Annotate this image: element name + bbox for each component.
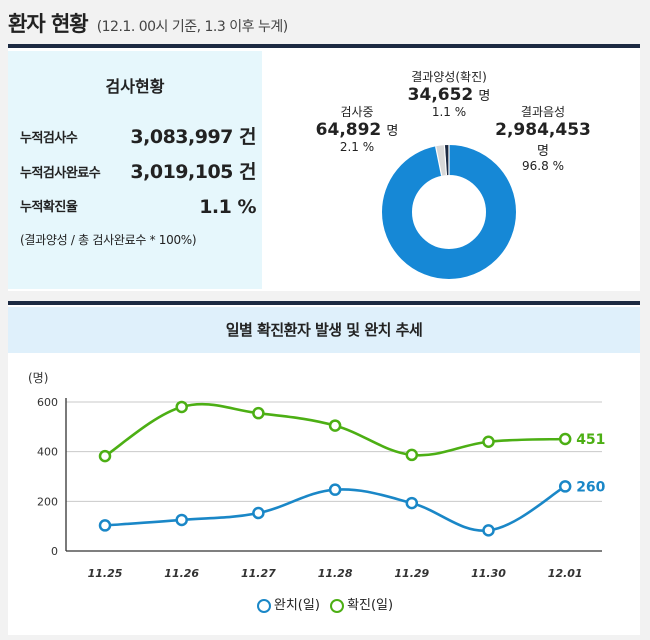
donut-segment-0 — [382, 145, 516, 279]
data-point — [252, 506, 265, 520]
legend-item-recovered: 완치(일) — [256, 594, 320, 613]
trend-card — [8, 305, 640, 635]
segment-unit: 명 — [386, 124, 399, 139]
data-point — [98, 519, 112, 532]
data-point — [558, 432, 572, 446]
trend-chart-title: 일별 확진환자 발생 및 완치 추세 — [8, 307, 640, 353]
data-point — [175, 400, 188, 414]
data-point — [98, 449, 112, 463]
segment-percent: 96.8 % — [522, 159, 564, 173]
stat-value: 3,019,105 건 — [130, 161, 256, 183]
stat-label: 누적확진율 — [20, 200, 78, 215]
data-point — [558, 480, 572, 493]
segment-name: 결과양성(확진) — [411, 70, 487, 84]
data-point — [405, 496, 419, 510]
test-status-title: 검사현황 — [105, 77, 165, 96]
stat-value: 1.1 % — [199, 196, 256, 218]
legend-item-confirmed: 확진(일) — [330, 594, 393, 613]
data-point — [252, 406, 265, 420]
segment-name: 검사중 — [340, 105, 374, 119]
donut-label-positive: 결과양성(확진) 34,652 명 1.1 % — [403, 68, 495, 119]
data-point — [328, 483, 342, 496]
y-tick-label: 0 — [51, 545, 58, 558]
donut-gap — [435, 146, 443, 176]
x-tick-label: 11.28 — [318, 567, 353, 580]
data-point — [482, 524, 495, 537]
page-title: 환자 현황 — [8, 12, 89, 36]
stat-label: 누적검사완료수 — [20, 166, 101, 181]
page-header: 환자 현황 (12.1. 00시 기준, 1.3 이후 누계) — [8, 8, 288, 38]
end-value-label: 260 — [576, 479, 605, 495]
x-tick-label: 11.29 — [394, 567, 429, 580]
y-tick-label: 200 — [37, 495, 58, 508]
stat-row: 누적확진율 1.1 % — [20, 192, 256, 218]
x-tick-label: 11.27 — [241, 567, 276, 580]
data-point — [405, 448, 419, 462]
top-divider — [8, 44, 640, 48]
page-subtitle: (12.1. 00시 기준, 1.3 이후 누계) — [96, 19, 289, 35]
donut-label-pending: 검사중 64,892 명 2.1 % — [312, 103, 402, 154]
stat-row: 누적검사수 3,083,997 건 — [20, 123, 256, 149]
data-point — [482, 435, 495, 448]
y-axis-label: (명) — [28, 371, 48, 385]
stat-value: 3,083,997 건 — [130, 126, 256, 148]
segment-percent: 1.1 % — [431, 105, 467, 119]
trend-line-chart: (명) 0 200 400 600 11.25 11.26 11.27 11.28 11.29 11… — [28, 371, 606, 580]
result-donut-chart — [382, 145, 516, 279]
y-tick-label: 400 — [37, 446, 58, 459]
data-point — [328, 419, 342, 432]
y-tick-label: 600 — [37, 396, 58, 409]
segment-value: 2,984,453 — [495, 120, 591, 140]
legend-label: 완치(일) — [273, 598, 320, 613]
x-tick-label: 12.01 — [548, 567, 583, 580]
x-tick-label: 11.26 — [164, 567, 199, 580]
segment-value: 34,652 — [407, 85, 474, 105]
legend-label: 확진(일) — [347, 598, 394, 613]
segment-unit: 명 — [537, 144, 549, 159]
segment-name: 결과음성 — [520, 105, 566, 119]
data-point — [175, 513, 188, 527]
x-tick-label: 11.25 — [88, 567, 123, 580]
positivity-note: (결과양성 / 총 검사완료수 * 100%) — [20, 233, 197, 247]
legend-marker-icon — [256, 598, 271, 613]
legend-marker-icon — [330, 598, 345, 613]
stat-row: 누적검사완료수 3,019,105 건 — [20, 158, 256, 184]
test-status-panel: 검사현황 누적검사수 3,083,997 건 누적검사완료수 3,019,105… — [8, 51, 262, 289]
segment-value: 64,892 — [315, 120, 382, 140]
end-value-label: 451 — [576, 432, 605, 448]
stat-label: 누적검사수 — [20, 131, 78, 146]
donut-label-negative: 결과음성 2,984,453 명 96.8 % — [493, 103, 593, 173]
donut-gap — [443, 145, 448, 176]
chart-legend: 완치(일) 확진(일) — [0, 594, 650, 613]
segment-percent: 2.1 % — [339, 140, 375, 154]
segment-unit: 명 — [478, 89, 491, 104]
x-tick-label: 11.30 — [471, 567, 506, 580]
section-divider — [8, 301, 640, 305]
